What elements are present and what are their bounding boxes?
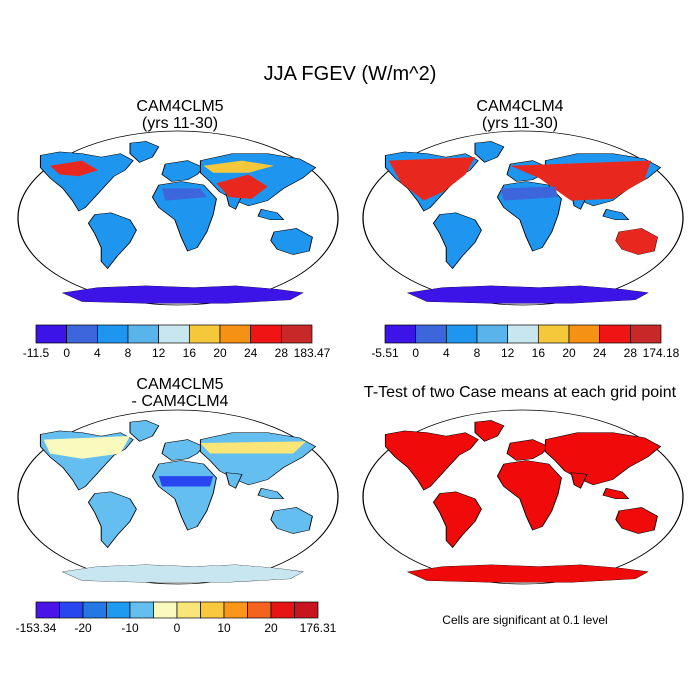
colorbar-box [223, 601, 248, 619]
panel-title-cam4clm4: CAM4CLM4 (yrs 11-30) [370, 98, 670, 132]
colorbar-label: 16 [183, 346, 197, 360]
colorbar-box [176, 601, 201, 619]
colorbar-label: 12 [152, 346, 166, 360]
colorbar-box [188, 324, 221, 344]
hot-region-north-america [388, 157, 475, 201]
colorbar-box [158, 324, 190, 344]
hot-region-north-america [50, 160, 98, 177]
colorbar-label: 8 [125, 346, 132, 360]
colorbar-box [568, 324, 601, 344]
colorbar-box [599, 324, 631, 344]
colorbar-box [507, 324, 539, 344]
colorbar-label: 174.18 [643, 346, 680, 360]
colorbar-label: -10 [121, 621, 139, 635]
colorbar-box [129, 601, 154, 619]
panel-title-line1: T-Test of two Case means at each grid po… [363, 384, 677, 401]
hot-region-eurasia [510, 160, 651, 201]
colorbar-box [476, 324, 509, 344]
colorbar-box [629, 324, 662, 344]
colorbar-box [127, 324, 160, 344]
colorbar-label: 20 [213, 346, 227, 360]
cool-region-sahara [162, 188, 207, 201]
colorbar-box [106, 601, 131, 619]
hot-region-asia [216, 174, 268, 199]
colorbar-box [66, 324, 98, 344]
colorbar-label: 20 [264, 621, 278, 635]
colorbar-label: 24 [593, 346, 607, 360]
colorbar-label: 24 [244, 346, 258, 360]
hot-region-australia [615, 228, 658, 255]
colorbar-label: 28 [624, 346, 638, 360]
map-cam4clm4 [363, 131, 683, 305]
cool-region-sahara [500, 186, 559, 201]
colorbar-box [82, 601, 107, 619]
colorbar-label: 4 [94, 346, 101, 360]
colorbar-label: -20 [74, 621, 92, 635]
colorbar-cam4clm5: -11.5 0 4 8 12 16 20 24 28 183.47 [23, 324, 331, 360]
significance-note: Cells are significant at 0.1 level [442, 613, 608, 627]
colorbar-label: 20 [562, 346, 576, 360]
panel-title-line1: CAM4CLM5 [136, 376, 224, 393]
warm-region-siberia [203, 160, 274, 173]
colorbar-label: 176.31 [300, 621, 337, 635]
colorbar-label: 183.47 [294, 346, 331, 360]
colorbar-box [294, 601, 319, 619]
panel-title-line2: (yrs 11-30) [481, 115, 559, 132]
colorbar-box [415, 324, 447, 344]
panel-title-line1: CAM4CLM5 [136, 98, 224, 115]
colorbar-label: 0 [174, 621, 181, 635]
map-ttest [363, 410, 683, 584]
colorbar-box [59, 601, 84, 619]
colorbar-cam4clm4: -5.51 0 4 8 12 16 20 24 28 174.18 [371, 324, 680, 360]
map-cam4clm5 [18, 131, 338, 305]
yellow-region-siberia [200, 441, 306, 454]
colorbar-label: 12 [501, 346, 515, 360]
colorbar-label: 4 [443, 346, 450, 360]
panel-title-line2: (yrs 11-30) [141, 115, 219, 132]
colorbar-label: 10 [217, 621, 231, 635]
panel-title-line1: CAM4CLM4 [476, 98, 564, 115]
colorbar-label: 0 [63, 346, 70, 360]
colorbar-box [445, 324, 478, 344]
colorbar-label: 8 [474, 346, 481, 360]
colorbar-label: -11.5 [23, 346, 50, 360]
colorbar-label: 16 [532, 346, 546, 360]
colorbar-box [250, 324, 282, 344]
colorbar-box [200, 601, 225, 619]
pale-region-north-america [43, 436, 131, 459]
colorbar-label: 0 [412, 346, 419, 360]
panel-title-difference: CAM4CLM5 - CAM4CLM4 [30, 376, 330, 410]
colorbar-box [270, 601, 295, 619]
colorbar-box [35, 601, 60, 619]
antarctica-field [62, 564, 303, 583]
antarctica-field [407, 564, 648, 583]
antarctica-field [62, 285, 303, 304]
colorbar-box [280, 324, 313, 344]
deep-region-sahel [158, 476, 214, 487]
colorbar-box [247, 601, 272, 619]
figure-title: JJA FGEV (W/m^2) [263, 63, 437, 85]
antarctica-field [407, 285, 648, 304]
colorbar-box [153, 601, 178, 619]
panel-title-line2: - CAM4CLM4 [131, 393, 229, 410]
colorbar-box [384, 324, 417, 344]
colorbar-box [537, 324, 570, 344]
colorbar-label: -153.34 [16, 621, 57, 635]
colorbar-box [35, 324, 68, 344]
colorbar-box [219, 324, 252, 344]
colorbar-difference: -153.34 -20 -10 0 10 20 176.31 [16, 601, 337, 635]
panel-title-ttest: T-Test of two Case means at each grid po… [350, 384, 690, 401]
colorbar-label: -5.51 [371, 346, 399, 360]
colorbar-label: 28 [275, 346, 289, 360]
colorbar-box [96, 324, 129, 344]
panel-title-cam4clm5: CAM4CLM5 (yrs 11-30) [30, 98, 330, 132]
map-difference [18, 410, 338, 584]
